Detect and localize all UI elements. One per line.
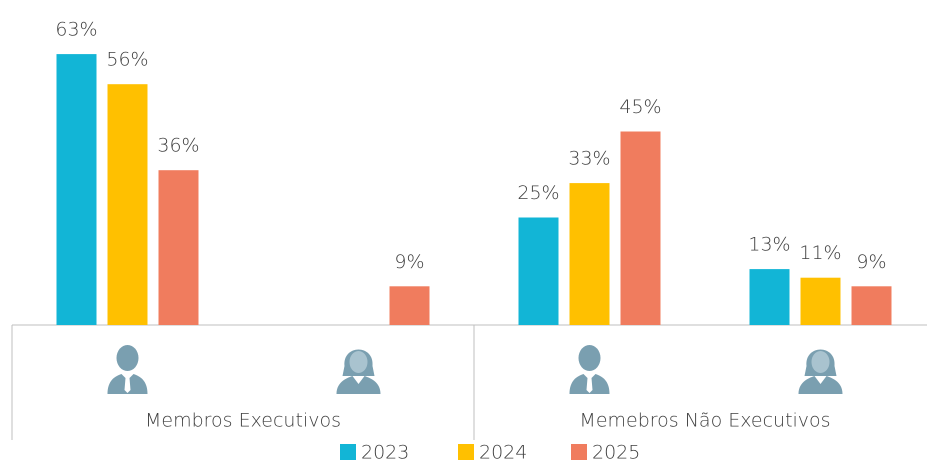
- bar: [107, 84, 148, 325]
- face: [811, 351, 830, 373]
- value-label: 13%: [748, 234, 790, 256]
- value-label: 11%: [799, 242, 841, 264]
- value-label: 25%: [517, 182, 559, 204]
- tie: [124, 378, 131, 393]
- value-label: 36%: [157, 135, 199, 157]
- head: [116, 345, 139, 371]
- value-label: 56%: [106, 49, 148, 71]
- female-icon: [336, 349, 381, 394]
- group-label: Memebros Não Executivos: [579, 410, 830, 432]
- female-icon: [798, 349, 843, 394]
- face: [349, 351, 368, 373]
- bar: [749, 269, 790, 325]
- legend-swatch: [340, 444, 356, 460]
- value-label: 9%: [394, 251, 424, 273]
- body: [336, 376, 381, 394]
- head: [578, 345, 601, 371]
- legend-label: 2024: [479, 442, 527, 464]
- bar: [389, 286, 430, 325]
- group-label: Membros Executivos: [145, 410, 341, 432]
- legend-label: 2025: [592, 442, 640, 464]
- bar: [851, 286, 892, 325]
- tie: [586, 378, 593, 393]
- legend-swatch: [571, 444, 587, 460]
- value-label: 63%: [55, 19, 97, 41]
- bar: [800, 277, 841, 325]
- bar: [56, 54, 97, 325]
- legend-label: 2023: [361, 442, 409, 464]
- body: [798, 376, 843, 394]
- value-label: 9%: [856, 251, 886, 273]
- bar: [518, 217, 559, 325]
- male-icon: [569, 345, 610, 394]
- bar: [158, 170, 199, 325]
- legend-swatch: [458, 444, 474, 460]
- bar: [620, 131, 661, 325]
- bar: [569, 183, 610, 325]
- male-icon: [107, 345, 148, 394]
- value-label: 33%: [568, 148, 610, 170]
- value-label: 45%: [619, 96, 661, 118]
